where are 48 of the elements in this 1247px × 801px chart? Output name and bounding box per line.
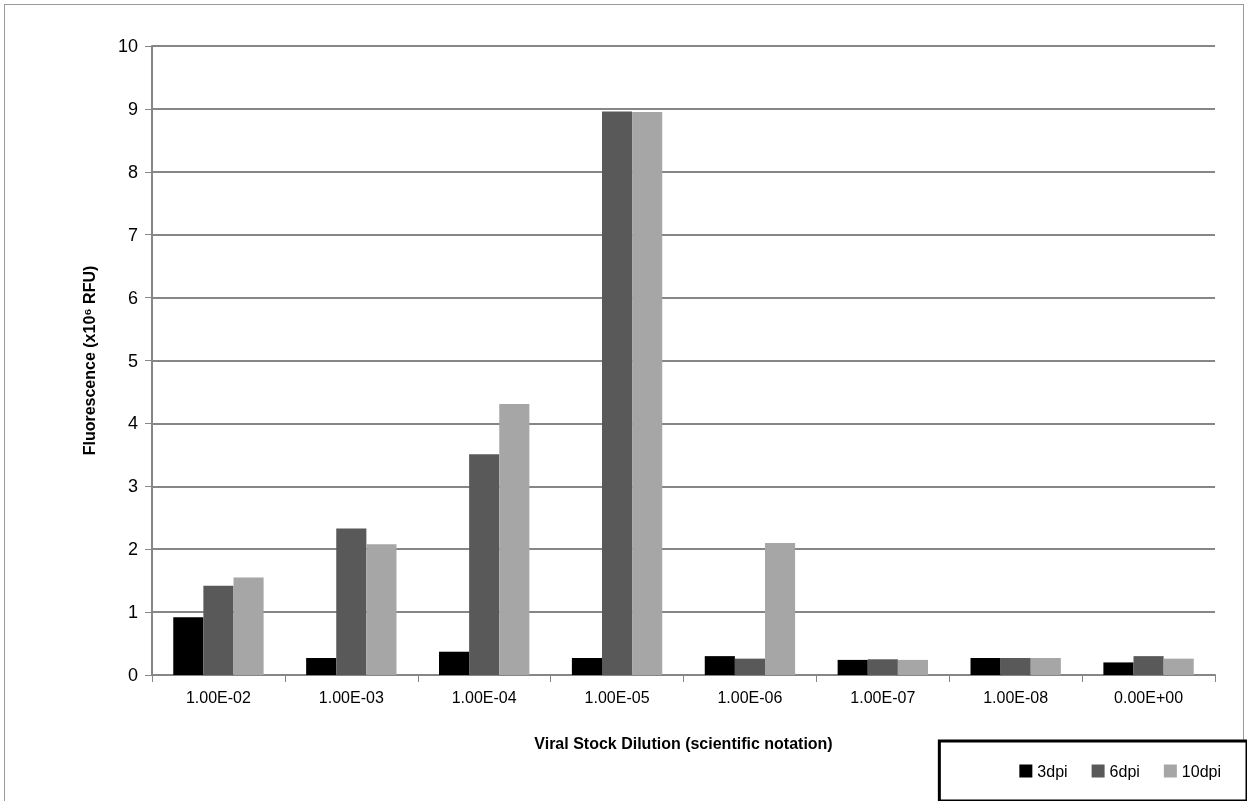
x-tick-label: 1.00E-04 xyxy=(451,688,517,706)
bar xyxy=(1103,662,1134,675)
bar xyxy=(734,658,765,675)
bar xyxy=(1163,658,1194,675)
legend-label: 6dpi xyxy=(1109,762,1140,780)
x-tick-label: 1.00E-05 xyxy=(584,688,650,706)
bar xyxy=(1030,658,1061,675)
y-tick-label: 3 xyxy=(127,476,138,497)
bar xyxy=(469,454,500,675)
bar xyxy=(306,658,337,675)
y-axis-title: Fluorescence (x10⁶ RFU) xyxy=(80,265,98,456)
y-tick-label: 2 xyxy=(127,539,138,560)
bar xyxy=(867,659,898,675)
bar xyxy=(571,658,602,675)
bar xyxy=(897,659,928,675)
x-tick-label: 1.00E-08 xyxy=(983,688,1049,706)
y-tick-label: 4 xyxy=(127,413,138,434)
bar xyxy=(765,542,796,675)
y-tick-label: 0 xyxy=(127,665,138,685)
bar xyxy=(970,658,1001,675)
x-tick-label: 1.00E-06 xyxy=(717,688,783,706)
legend-label: 10dpi xyxy=(1181,762,1222,780)
legend-label: 3dpi xyxy=(1037,762,1068,780)
x-tick-label: 0.00E+00 xyxy=(1114,688,1184,706)
bar xyxy=(233,577,264,675)
bar xyxy=(336,528,367,675)
bar xyxy=(439,651,470,675)
bar xyxy=(1133,656,1164,675)
y-tick-label: 9 xyxy=(127,98,138,119)
y-tick-label: 6 xyxy=(127,287,138,308)
bar xyxy=(602,111,633,675)
y-tick-label: 1 xyxy=(127,602,138,623)
x-tick-label: 1.00E-07 xyxy=(850,688,916,706)
bar xyxy=(203,585,234,675)
bar xyxy=(837,659,868,675)
bar xyxy=(366,544,397,675)
x-tick-label: 1.00E-02 xyxy=(185,688,252,706)
bar xyxy=(499,403,530,675)
bar xyxy=(1000,658,1031,675)
y-tick-label: 5 xyxy=(127,350,138,371)
y-tick-label: 10 xyxy=(117,36,138,56)
x-tick-label: 1.00E-03 xyxy=(318,688,384,706)
bar xyxy=(704,656,735,675)
x-axis-title: Viral Stock Dilution (scientific notation) xyxy=(534,734,833,752)
bar xyxy=(173,617,204,675)
y-tick-label: 8 xyxy=(127,161,138,182)
y-tick-label: 7 xyxy=(127,224,138,245)
bar xyxy=(632,112,663,675)
